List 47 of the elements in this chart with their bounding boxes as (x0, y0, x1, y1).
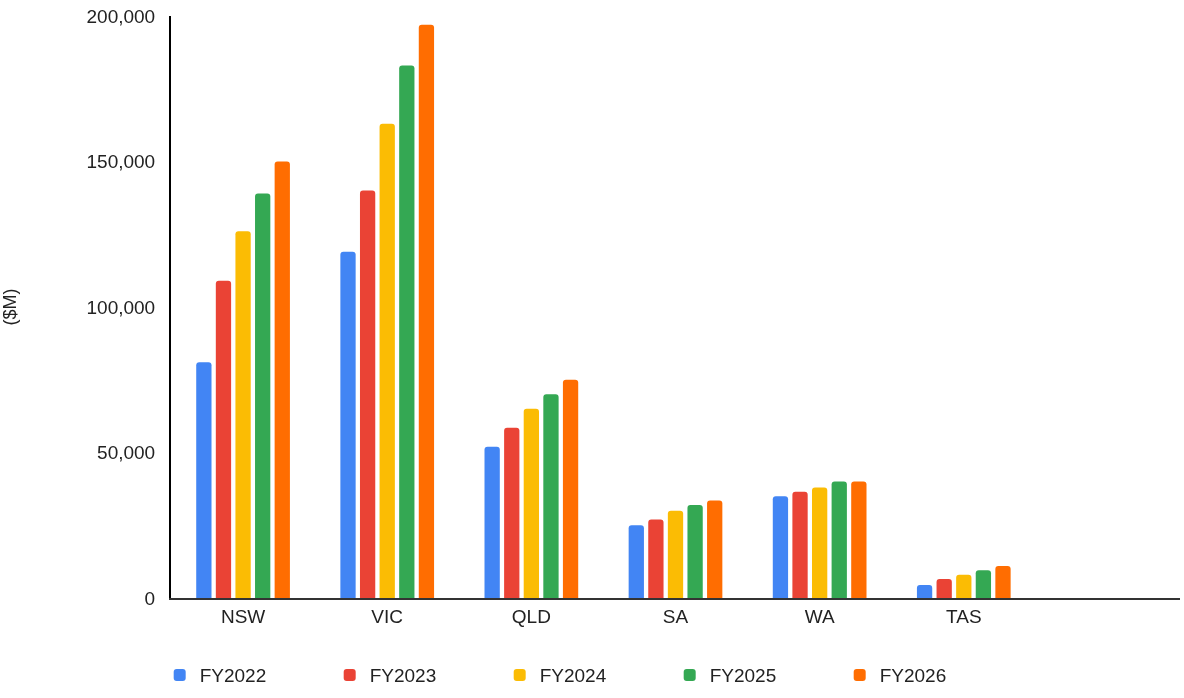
x-tick-label: SA (662, 605, 689, 627)
bar (215, 280, 232, 598)
legend-label: FY2025 (709, 665, 777, 687)
bar (687, 504, 703, 598)
bar (772, 496, 789, 598)
x-tick-label: WA (804, 605, 835, 627)
legend-label: FY2024 (539, 665, 607, 687)
bar (648, 519, 664, 598)
bar (504, 427, 520, 598)
bar (255, 193, 271, 598)
bar (399, 65, 415, 598)
bar (667, 510, 684, 598)
x-tick-label: VIC (371, 605, 404, 627)
bar (562, 379, 579, 598)
bar (484, 446, 500, 598)
bar (543, 394, 559, 598)
bar (359, 190, 376, 598)
bar (995, 565, 1011, 598)
x-tick-label: QLD (511, 605, 551, 627)
legend-label: FY2022 (199, 665, 267, 687)
x-tick-label: NSW (220, 605, 266, 627)
bar (274, 161, 290, 598)
bar (196, 362, 212, 598)
bar (379, 123, 395, 598)
y-axis-title: ($M) (0, 288, 20, 326)
y-tick-label: 100,000 (86, 296, 156, 318)
legend-label: FY2026 (879, 665, 947, 687)
bar (831, 481, 847, 598)
legend-label: FY2023 (369, 665, 437, 687)
y-tick-label: 50,000 (97, 442, 156, 464)
bar (628, 525, 644, 598)
bar (235, 231, 251, 598)
bar (792, 491, 808, 598)
x-tick-label: TAS (946, 605, 982, 627)
y-tick-label: 150,000 (86, 151, 156, 173)
bar (956, 574, 972, 598)
bar (916, 584, 933, 598)
y-tick-label: 0 (144, 587, 156, 609)
bar (975, 570, 992, 598)
bar (523, 408, 539, 598)
bar (340, 251, 356, 598)
bar (418, 24, 435, 598)
bar (851, 481, 867, 598)
bar (707, 500, 723, 598)
bar (936, 579, 952, 598)
bar (812, 487, 828, 598)
y-tick-label: 200,000 (86, 5, 156, 27)
